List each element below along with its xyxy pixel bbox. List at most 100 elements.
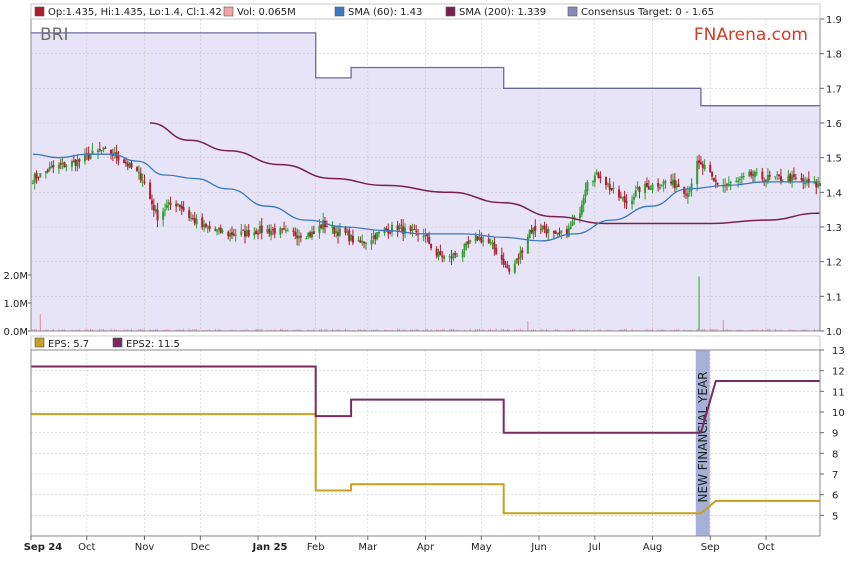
price-candle-body [214,229,217,231]
legend-sma200: SMA (200): 1.339 [459,7,546,18]
legend-swatch-eps [34,337,45,348]
price-candle-body [765,179,768,182]
price-candle-body [696,160,699,185]
price-candle-body [670,181,673,184]
price-candle-body [59,163,62,165]
price-candle-body [376,232,379,240]
price-candle-body [61,162,64,164]
price-y-axis: 1.0 1.1 1.2 1.3 1.4 1.5 1.6 1.7 1.8 1.9 [820,15,842,338]
price-candle-body [541,225,544,230]
price-candle-body [283,228,286,230]
x-tick-label: Jul [588,542,601,553]
price-candle-body [750,171,753,176]
price-candle-body [396,225,399,231]
price-y-tick-label: 1.8 [826,50,842,61]
price-candle-body [338,228,341,236]
price-candle-body [318,226,321,233]
price-candle-body [266,229,269,233]
price-candle-body [100,150,103,152]
price-candle-body [467,241,470,244]
price-candle-body [675,185,678,188]
price-candle-body [651,184,654,191]
eps-y-tick-label: 11 [832,387,845,398]
price-legend: Op:1.435, Hi:1.435, Lo:1.4, Cl:1.42 Vol:… [30,3,821,20]
price-candle-body [31,182,34,184]
price-candle-body [662,181,665,185]
price-y-tick-label: 1.3 [826,223,842,234]
x-tick-label: Nov [135,542,155,553]
price-candle-body [618,189,621,198]
x-tick-label: Feb [307,542,325,553]
price-candle-body [647,186,650,190]
price-candle-body [671,179,674,186]
price-candle-body [591,181,594,183]
price-candle-body [305,238,308,240]
price-candle-body [571,221,574,226]
price-candle-body [781,180,784,182]
price-candle-body [242,229,245,231]
price-candle-body [57,164,60,169]
price-candle-body [800,177,803,180]
price-candle-body [623,195,626,203]
price-candle-body [152,205,155,211]
eps-y-tick-label: 12 [832,367,845,378]
price-candle-body [716,182,719,185]
price-candle-body [130,163,133,168]
price-candle-body [428,237,431,244]
price-candle-body [258,226,261,234]
price-candle-body [193,217,196,224]
price-candle-body [454,252,457,255]
price-candle-body [178,204,181,207]
price-candle-body [644,183,647,193]
consensus-target-line [31,32,820,107]
price-candle-body [206,227,209,229]
price-candle-body [350,234,353,241]
price-candle-body [87,153,90,160]
price-candle-body [364,242,367,244]
price-candle-body [35,172,38,179]
price-candle-body [391,224,394,233]
price-candle-body [111,154,114,156]
price-candle-body [608,183,611,190]
price-candle-body [517,257,520,260]
price-candle-body [526,236,529,254]
price-candle-body [195,219,198,225]
volume-y-axis: 0.0M 1.0M 2.0M [3,271,31,338]
price-candle-body [430,244,433,249]
price-candle-body [495,248,498,255]
price-candle-body [404,227,407,234]
eps-y-tick-label: 9 [832,429,838,440]
eps-y-tick-label: 7 [832,470,838,481]
price-candle-body [50,165,53,169]
price-candle-body [610,188,613,191]
price-candle-body [441,255,444,258]
price-candle-body [752,174,755,176]
new-financial-year-label: NEW FINANCIAL YEAR [696,372,710,503]
price-candle-body [500,255,503,260]
price-candle-body [480,237,483,243]
price-candle-body [632,197,635,200]
price-candle-body [567,228,570,237]
price-candle-body [815,181,818,188]
price-candle-body [400,224,403,226]
price-candle-body [227,231,230,237]
price-candle-body [606,183,609,185]
price-candle-body [688,190,691,193]
price-candle-body [586,182,589,192]
price-candle-body [768,174,771,177]
price-candle-body [482,240,485,242]
price-candle-body [230,232,233,236]
fnarena-watermark: FNArena.com [694,25,808,45]
price-candle-body [124,162,127,164]
price-candle-body [156,209,159,221]
price-candle-body [411,229,414,232]
price-candle-body [255,230,258,235]
price-candle-body [294,231,297,236]
eps-y-tick-label: 5 [832,511,838,522]
price-candle-body [39,173,42,177]
price-candle-body [619,196,622,198]
eps2-line [31,365,820,434]
price-candle-body [346,231,349,233]
price-candle-body [817,183,820,187]
price-candle-body [46,169,49,172]
